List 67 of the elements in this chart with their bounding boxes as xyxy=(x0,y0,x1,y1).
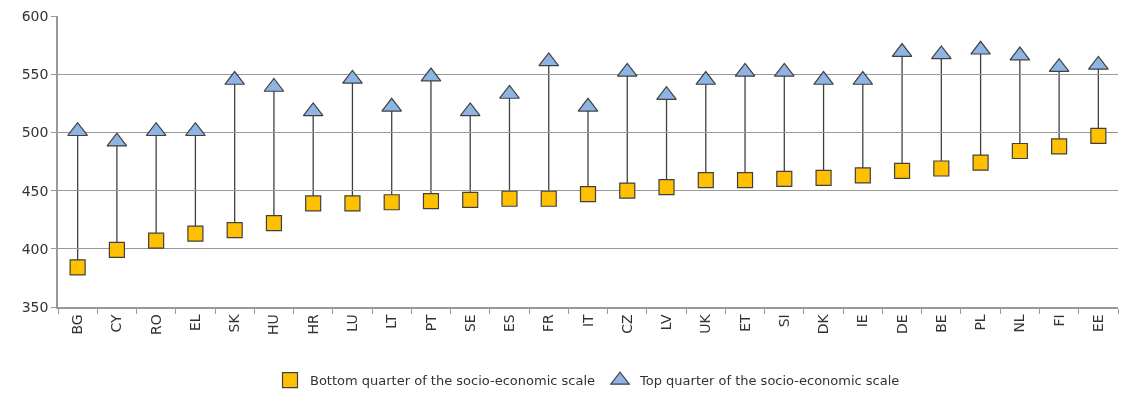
point xyxy=(893,162,911,179)
point xyxy=(736,172,754,189)
point xyxy=(1051,138,1068,155)
point xyxy=(342,69,363,84)
y-tick-label: 550 xyxy=(21,66,49,83)
x-tick-label: BG xyxy=(69,314,86,335)
x-tick-label: BE xyxy=(932,314,949,333)
x-tick-label: ES xyxy=(501,314,518,333)
x-tick-label: IT xyxy=(579,313,596,328)
x-tick-label: UK xyxy=(697,313,714,334)
point xyxy=(854,167,871,184)
legend-label: Top quarter of the socio-economic scale xyxy=(639,373,900,389)
x-tick-label: HR xyxy=(304,314,321,335)
point xyxy=(185,122,206,137)
x-tick-label: CY xyxy=(108,313,125,333)
y-tick-label: 450 xyxy=(21,182,49,199)
x-tick-label: NL xyxy=(1011,314,1028,333)
point xyxy=(422,192,440,210)
point xyxy=(462,191,479,209)
x-tick-label: ET xyxy=(736,313,753,332)
point xyxy=(1090,127,1107,144)
x-tick-label: DK xyxy=(815,313,832,335)
x-tick-label: LV xyxy=(658,313,675,331)
y-tick-label: 350 xyxy=(21,298,49,315)
x-tick-label: SE xyxy=(461,314,478,333)
point xyxy=(697,172,714,189)
point xyxy=(813,70,834,85)
x-tick-label: SI xyxy=(775,314,792,328)
x-tick-label: IE xyxy=(854,314,871,328)
x-tick-label: FR xyxy=(540,314,557,333)
point xyxy=(69,259,86,276)
y-tick-label: 400 xyxy=(21,240,49,257)
point xyxy=(619,182,636,199)
point xyxy=(265,215,283,232)
point xyxy=(658,179,675,196)
point xyxy=(776,170,793,188)
x-tick-label: EE xyxy=(1089,314,1106,333)
x-tick-label: PT xyxy=(422,313,439,332)
point xyxy=(148,232,165,249)
x-tick-label: CZ xyxy=(618,314,635,334)
point xyxy=(972,154,989,171)
point xyxy=(579,185,597,203)
point xyxy=(344,195,361,212)
x-tick-label: DE xyxy=(893,314,910,334)
x-tick-label: EL xyxy=(186,314,203,332)
point xyxy=(933,160,950,177)
point xyxy=(187,225,204,242)
x-tick-label: SK xyxy=(226,313,243,333)
point xyxy=(305,195,322,212)
x-tick-label: FI xyxy=(1050,314,1067,327)
y-tick-label: 600 xyxy=(21,7,49,24)
legend-label: Bottom quarter of the socio-economic scale xyxy=(310,373,596,389)
point xyxy=(108,241,125,259)
x-tick-label: LU xyxy=(343,314,360,332)
point xyxy=(226,222,243,239)
x-tick-label: LT xyxy=(383,313,400,329)
y-tick-label: 500 xyxy=(21,124,49,141)
point xyxy=(815,169,832,186)
x-tick-label: PL xyxy=(972,314,989,331)
point xyxy=(540,190,557,207)
x-tick-label: RO xyxy=(147,314,164,336)
point xyxy=(970,40,991,55)
point xyxy=(499,84,520,99)
point xyxy=(1011,142,1028,160)
point xyxy=(383,194,400,211)
x-tick-label: HU xyxy=(265,314,282,336)
point xyxy=(501,190,518,207)
